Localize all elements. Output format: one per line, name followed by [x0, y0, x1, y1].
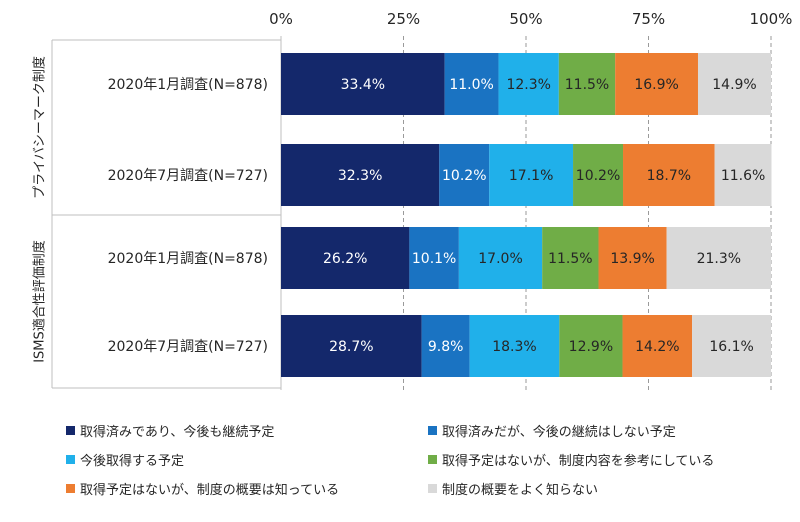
group-label: ISMS適合性評価制度 — [32, 240, 48, 363]
x-tick-label: 75% — [632, 10, 665, 28]
bar-segment — [598, 227, 667, 289]
bar-segment — [281, 144, 440, 206]
bar-segment — [439, 144, 490, 206]
data-label: 21.3% — [697, 251, 741, 267]
data-label: 10.2% — [576, 168, 620, 184]
bar-segment — [489, 144, 574, 206]
data-label: 11.5% — [548, 251, 592, 267]
bar-segment — [615, 53, 698, 115]
x-tick-label: 100% — [750, 10, 793, 28]
category-label: 2020年7月調査(N=727) — [108, 339, 268, 355]
bar-segment — [714, 144, 772, 206]
x-tick-label: 0% — [269, 10, 293, 28]
bar-segment — [444, 53, 499, 115]
data-label: 14.9% — [712, 77, 756, 93]
data-label: 10.1% — [412, 251, 456, 267]
group-label: プライバシーマーク制度 — [32, 56, 48, 199]
bar-segment — [558, 53, 616, 115]
bar-segment — [281, 315, 422, 377]
data-label: 26.2% — [323, 251, 367, 267]
category-labels: 2020年1月調査(N=878) 2020年7月調査(N=727) 2020年1月調… — [108, 77, 268, 355]
data-label: 12.3% — [506, 77, 550, 93]
data-label: 16.1% — [709, 339, 753, 355]
data-label: 17.1% — [509, 168, 553, 184]
data-label: 32.3% — [338, 168, 382, 184]
x-tick-label: 50% — [509, 10, 542, 28]
x-tick-label: 25% — [387, 10, 420, 28]
data-label: 33.4% — [341, 77, 385, 93]
bar-segment — [409, 227, 459, 289]
data-label: 18.3% — [492, 339, 536, 355]
data-label: 17.0% — [478, 251, 522, 267]
bar-segment — [622, 315, 693, 377]
bar-segment — [697, 53, 771, 115]
data-label: 13.9% — [610, 251, 654, 267]
bar-segment — [421, 315, 470, 377]
data-label: 9.8% — [428, 339, 464, 355]
data-label: 11.0% — [449, 77, 493, 93]
bar-segment — [458, 227, 543, 289]
bar-segment — [623, 144, 715, 206]
data-label: 28.7% — [329, 339, 373, 355]
bar-segment — [542, 227, 599, 289]
category-label: 2020年7月調査(N=727) — [108, 168, 268, 184]
bar-segment — [281, 227, 410, 289]
bar-segment — [666, 227, 771, 289]
bar-segment — [498, 53, 559, 115]
bar-segment — [559, 315, 623, 377]
bar-segment — [573, 144, 624, 206]
data-label: 16.9% — [634, 77, 678, 93]
data-label: 10.2% — [442, 168, 486, 184]
category-label: 2020年1月調査(N=878) — [108, 77, 268, 93]
data-label: 14.2% — [635, 339, 679, 355]
group-labels: プライバシーマーク制度 ISMS適合性評価制度 — [32, 39, 281, 389]
data-label: 11.6% — [721, 168, 765, 184]
data-label: 11.5% — [565, 77, 609, 93]
data-label: 18.7% — [647, 168, 691, 184]
category-label: 2020年1月調査(N=878) — [108, 251, 268, 267]
bars: 33.4% 11.0% 12.3% 11.5% 16.9% 14.9% 32.3% 10.2%… — [281, 53, 772, 377]
bar-segment — [281, 53, 445, 115]
bar-segment — [692, 315, 771, 377]
bar-segment — [469, 315, 560, 377]
data-label: 12.9% — [569, 339, 613, 355]
